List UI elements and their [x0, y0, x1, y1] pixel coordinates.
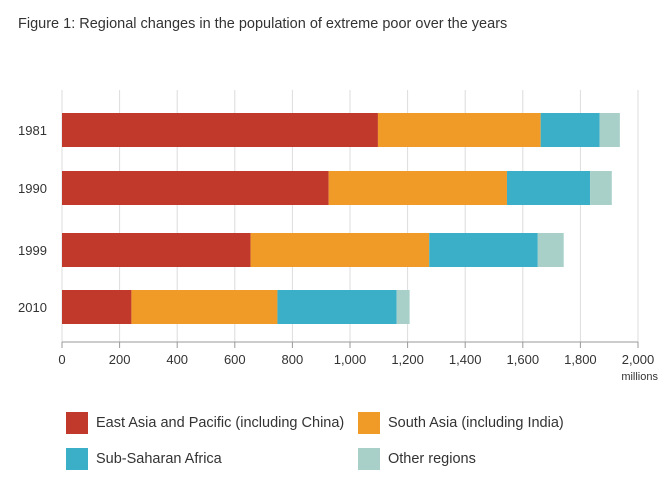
legend-label-sub-saharan-africa: Sub-Saharan Africa — [96, 451, 222, 467]
figure-title: Figure 1: Regional changes in the popula… — [18, 16, 508, 32]
x-tick-labels: 0 200 400 600 800 1,000 1,200 1,400 1,600 1,800 2,… — [58, 342, 654, 367]
x-tick-label: 200 — [109, 352, 131, 367]
x-tick-label: 1,800 — [564, 352, 597, 367]
x-tick-label: 1,400 — [449, 352, 482, 367]
bar-segment — [396, 290, 410, 324]
legend-item-other-regions: Other regions — [358, 448, 476, 470]
bar-segment — [62, 233, 251, 267]
bar-segment — [537, 233, 564, 267]
bar-segment — [429, 233, 538, 267]
bar-segment — [277, 290, 397, 324]
legend-swatch-sub-saharan-africa — [66, 448, 88, 470]
legend-swatch-other-regions — [358, 448, 380, 470]
stacked-bar-chart: 1981 1990 1999 2010 0 200 400 600 800 1,000 1,200… — [18, 90, 658, 383]
bar-segment — [62, 171, 329, 205]
x-tick-label: 1,000 — [334, 352, 367, 367]
bar-segment — [590, 171, 612, 205]
bar-segment — [62, 113, 378, 147]
legend-swatch-east-asia — [66, 412, 88, 434]
legend-label-south-asia: South Asia (including India) — [388, 415, 564, 431]
bar-segment — [131, 290, 278, 324]
legend-label-east-asia: East Asia and Pacific (including China) — [96, 415, 345, 431]
legend-swatch-south-asia — [358, 412, 380, 434]
category-label: 2010 — [18, 300, 47, 315]
bars — [62, 113, 620, 324]
bar-segment — [250, 233, 430, 267]
bar-segment — [599, 113, 620, 147]
category-label: 1981 — [18, 123, 47, 138]
category-label: 1999 — [18, 243, 47, 258]
legend-item-south-asia: South Asia (including India) — [358, 412, 564, 434]
bar-segment — [377, 113, 541, 147]
bar-segment — [328, 171, 507, 205]
legend-item-east-asia: East Asia and Pacific (including China) — [66, 412, 344, 434]
x-tick-label: 1,200 — [391, 352, 424, 367]
x-tick-label: 1,600 — [507, 352, 540, 367]
category-label: 1990 — [18, 181, 47, 196]
bar-segment — [62, 290, 132, 324]
legend-label-other-regions: Other regions — [388, 451, 476, 467]
bar-segment — [506, 171, 591, 205]
category-labels: 1981 1990 1999 2010 — [18, 123, 47, 315]
bar-segment — [540, 113, 600, 147]
x-tick-label: 400 — [166, 352, 188, 367]
x-axis-unit-label: millions — [621, 371, 658, 383]
x-tick-label: 0 — [58, 352, 65, 367]
legend-item-sub-saharan-africa: Sub-Saharan Africa — [66, 448, 222, 470]
x-tick-label: 2,000 — [622, 352, 655, 367]
x-tick-label: 600 — [224, 352, 246, 367]
x-tick-label: 800 — [282, 352, 304, 367]
